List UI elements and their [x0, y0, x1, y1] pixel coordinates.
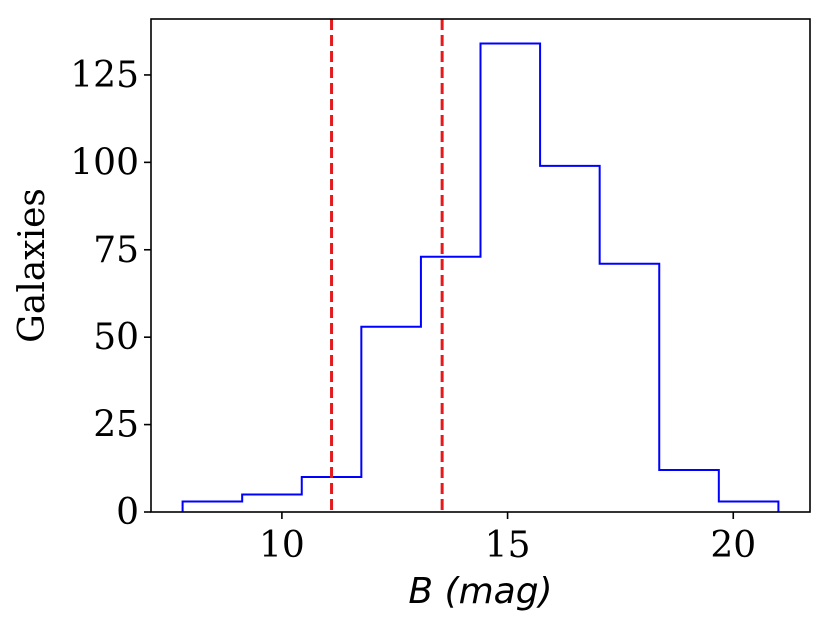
- y-tick-label: 25: [93, 405, 139, 446]
- x-tick-label: 10: [259, 525, 305, 566]
- x-axis-label: B (mag): [408, 571, 552, 612]
- y-axis-ticks: 0 25 50 75 100 125: [70, 55, 151, 533]
- y-tick-label: 75: [93, 230, 139, 271]
- axes-frame: [150, 18, 811, 513]
- x-axis-ticks: 10 15 20: [259, 512, 756, 566]
- y-tick-label: 50: [93, 317, 139, 358]
- y-axis-label: Galaxies: [12, 188, 53, 343]
- y-tick-label: 100: [70, 142, 139, 183]
- y-tick-label: 125: [70, 55, 139, 96]
- x-tick-label: 15: [485, 525, 531, 566]
- plot-area: [181, 19, 780, 512]
- x-tick-label: 20: [710, 525, 756, 566]
- y-tick-label: 0: [116, 492, 139, 533]
- histogram-step-line: [181, 42, 780, 512]
- reference-lines: [330, 19, 444, 512]
